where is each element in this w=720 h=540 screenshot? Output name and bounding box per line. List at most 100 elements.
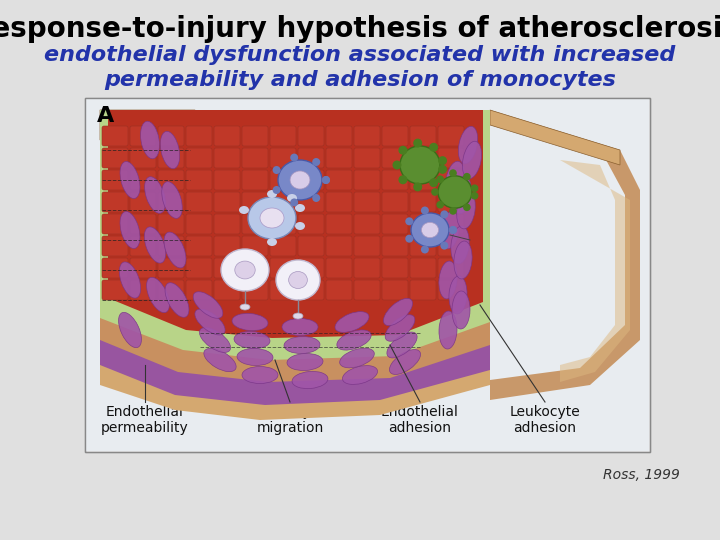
Ellipse shape: [471, 192, 478, 200]
Ellipse shape: [452, 291, 470, 329]
Ellipse shape: [120, 161, 140, 199]
Ellipse shape: [451, 226, 469, 264]
Ellipse shape: [405, 217, 413, 225]
Ellipse shape: [436, 201, 444, 208]
Polygon shape: [100, 110, 490, 420]
Ellipse shape: [242, 367, 278, 383]
Ellipse shape: [453, 176, 472, 214]
Ellipse shape: [161, 131, 180, 168]
FancyBboxPatch shape: [214, 192, 240, 212]
Ellipse shape: [387, 332, 417, 358]
Ellipse shape: [290, 171, 310, 189]
FancyBboxPatch shape: [270, 126, 296, 146]
FancyBboxPatch shape: [242, 170, 268, 190]
Ellipse shape: [322, 176, 330, 184]
Ellipse shape: [421, 206, 429, 214]
Ellipse shape: [429, 178, 438, 187]
FancyBboxPatch shape: [298, 236, 324, 256]
FancyBboxPatch shape: [354, 236, 380, 256]
FancyBboxPatch shape: [102, 192, 128, 212]
Ellipse shape: [436, 176, 444, 183]
Ellipse shape: [248, 197, 296, 239]
FancyBboxPatch shape: [326, 258, 352, 278]
FancyBboxPatch shape: [158, 170, 184, 190]
Ellipse shape: [204, 348, 236, 372]
FancyBboxPatch shape: [242, 236, 268, 256]
Ellipse shape: [147, 278, 169, 313]
FancyBboxPatch shape: [242, 126, 268, 146]
Ellipse shape: [290, 153, 298, 161]
Ellipse shape: [429, 143, 438, 152]
Ellipse shape: [390, 349, 420, 374]
Ellipse shape: [119, 312, 141, 348]
FancyBboxPatch shape: [382, 170, 408, 190]
Ellipse shape: [260, 208, 284, 228]
Ellipse shape: [193, 292, 222, 318]
FancyBboxPatch shape: [214, 126, 240, 146]
Ellipse shape: [454, 241, 472, 279]
Ellipse shape: [335, 312, 369, 333]
Ellipse shape: [199, 328, 230, 353]
FancyBboxPatch shape: [186, 148, 212, 168]
Polygon shape: [560, 160, 630, 382]
Ellipse shape: [145, 177, 166, 213]
FancyBboxPatch shape: [298, 148, 324, 168]
Ellipse shape: [237, 348, 273, 366]
Ellipse shape: [392, 160, 402, 170]
Ellipse shape: [411, 213, 449, 247]
Ellipse shape: [273, 166, 281, 174]
FancyBboxPatch shape: [438, 258, 464, 278]
Text: Leukocyte
adhesion: Leukocyte adhesion: [510, 405, 580, 435]
Text: Endothelial
adhesion: Endothelial adhesion: [381, 405, 459, 435]
FancyBboxPatch shape: [242, 258, 268, 278]
Ellipse shape: [439, 261, 457, 299]
Ellipse shape: [449, 226, 457, 234]
FancyBboxPatch shape: [270, 148, 296, 168]
FancyBboxPatch shape: [186, 236, 212, 256]
Ellipse shape: [120, 212, 140, 248]
Ellipse shape: [120, 262, 140, 298]
Ellipse shape: [462, 141, 482, 179]
FancyBboxPatch shape: [326, 236, 352, 256]
Ellipse shape: [240, 304, 250, 310]
Ellipse shape: [343, 366, 377, 384]
FancyBboxPatch shape: [130, 126, 156, 146]
FancyBboxPatch shape: [130, 236, 156, 256]
Ellipse shape: [140, 121, 159, 159]
Ellipse shape: [165, 283, 189, 318]
FancyBboxPatch shape: [270, 258, 296, 278]
FancyBboxPatch shape: [242, 148, 268, 168]
Ellipse shape: [449, 207, 456, 215]
FancyBboxPatch shape: [326, 192, 352, 212]
FancyBboxPatch shape: [354, 148, 380, 168]
Ellipse shape: [287, 354, 323, 370]
Polygon shape: [100, 110, 490, 382]
Ellipse shape: [322, 176, 330, 184]
FancyBboxPatch shape: [326, 280, 352, 300]
FancyBboxPatch shape: [186, 170, 212, 190]
Ellipse shape: [284, 336, 320, 354]
FancyBboxPatch shape: [410, 170, 436, 190]
Ellipse shape: [282, 319, 318, 335]
FancyBboxPatch shape: [382, 148, 408, 168]
FancyBboxPatch shape: [130, 192, 156, 212]
Text: Ross, 1999: Ross, 1999: [603, 468, 680, 482]
Ellipse shape: [441, 241, 449, 249]
Ellipse shape: [290, 198, 298, 206]
Polygon shape: [108, 110, 483, 338]
FancyBboxPatch shape: [326, 148, 352, 168]
Ellipse shape: [398, 146, 408, 155]
FancyBboxPatch shape: [382, 192, 408, 212]
FancyBboxPatch shape: [158, 192, 184, 212]
Ellipse shape: [438, 165, 447, 174]
Ellipse shape: [295, 204, 305, 212]
Ellipse shape: [289, 272, 307, 288]
Ellipse shape: [278, 160, 322, 200]
FancyBboxPatch shape: [438, 236, 464, 256]
FancyBboxPatch shape: [438, 280, 464, 300]
Ellipse shape: [162, 181, 182, 218]
Ellipse shape: [463, 204, 471, 211]
Ellipse shape: [312, 158, 320, 166]
Ellipse shape: [456, 191, 475, 229]
Ellipse shape: [235, 261, 255, 279]
